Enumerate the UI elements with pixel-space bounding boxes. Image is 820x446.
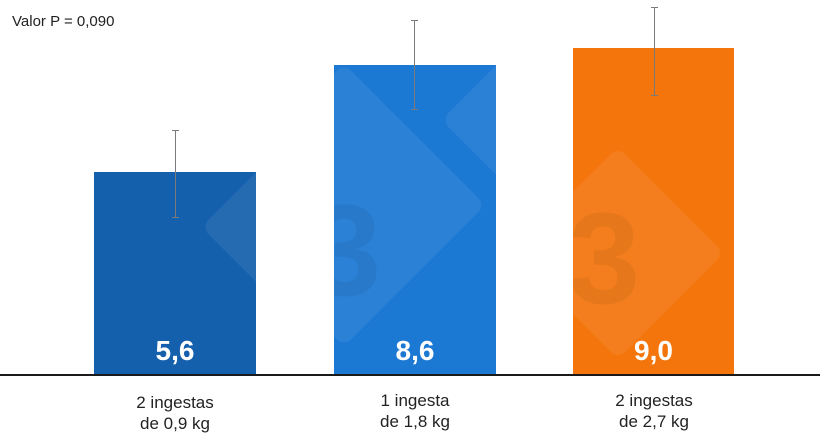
x-tick-label-line1: 1 ingesta <box>380 391 450 410</box>
bar-2-ingestas-2-7kg: 3 9,0 <box>573 48 734 375</box>
bar-value-label: 9,0 <box>634 335 673 366</box>
x-tick-label: 1 ingesta de 1,8 kg <box>315 390 515 432</box>
error-bar-cap <box>411 109 418 110</box>
error-bar-cap <box>651 7 658 8</box>
watermark-diamond <box>441 65 496 184</box>
x-tick-label-line2: de 1,8 kg <box>380 412 450 431</box>
error-bar <box>654 7 655 96</box>
error-bar-cap <box>172 130 179 131</box>
x-tick-label-line1: 2 ingestas <box>615 391 693 410</box>
x-tick-label: 2 ingestas de 0,9 kg <box>75 392 275 434</box>
x-axis-line <box>0 374 820 376</box>
error-bar <box>414 20 415 110</box>
x-tick-label-line1: 2 ingestas <box>136 393 214 412</box>
x-tick-label-line2: de 2,7 kg <box>619 412 689 431</box>
watermark-three: 3 <box>573 185 641 331</box>
watermark-diamond <box>201 172 256 291</box>
bar-1-ingesta-1-8kg: 3 8,6 <box>334 65 496 375</box>
error-bar <box>175 130 176 218</box>
error-bar-cap <box>172 217 179 218</box>
watermark-three: 3 <box>334 177 382 323</box>
bar-value-label: 5,6 <box>155 335 195 366</box>
error-bar-cap <box>651 95 658 96</box>
x-tick-label: 2 ingestas de 2,7 kg <box>554 390 754 432</box>
x-tick-label-line2: de 0,9 kg <box>140 414 210 433</box>
error-bar-cap <box>411 20 418 21</box>
p-value-annotation: Valor P = 0,090 <box>12 13 115 30</box>
bar-value-label: 8,6 <box>395 335 435 366</box>
